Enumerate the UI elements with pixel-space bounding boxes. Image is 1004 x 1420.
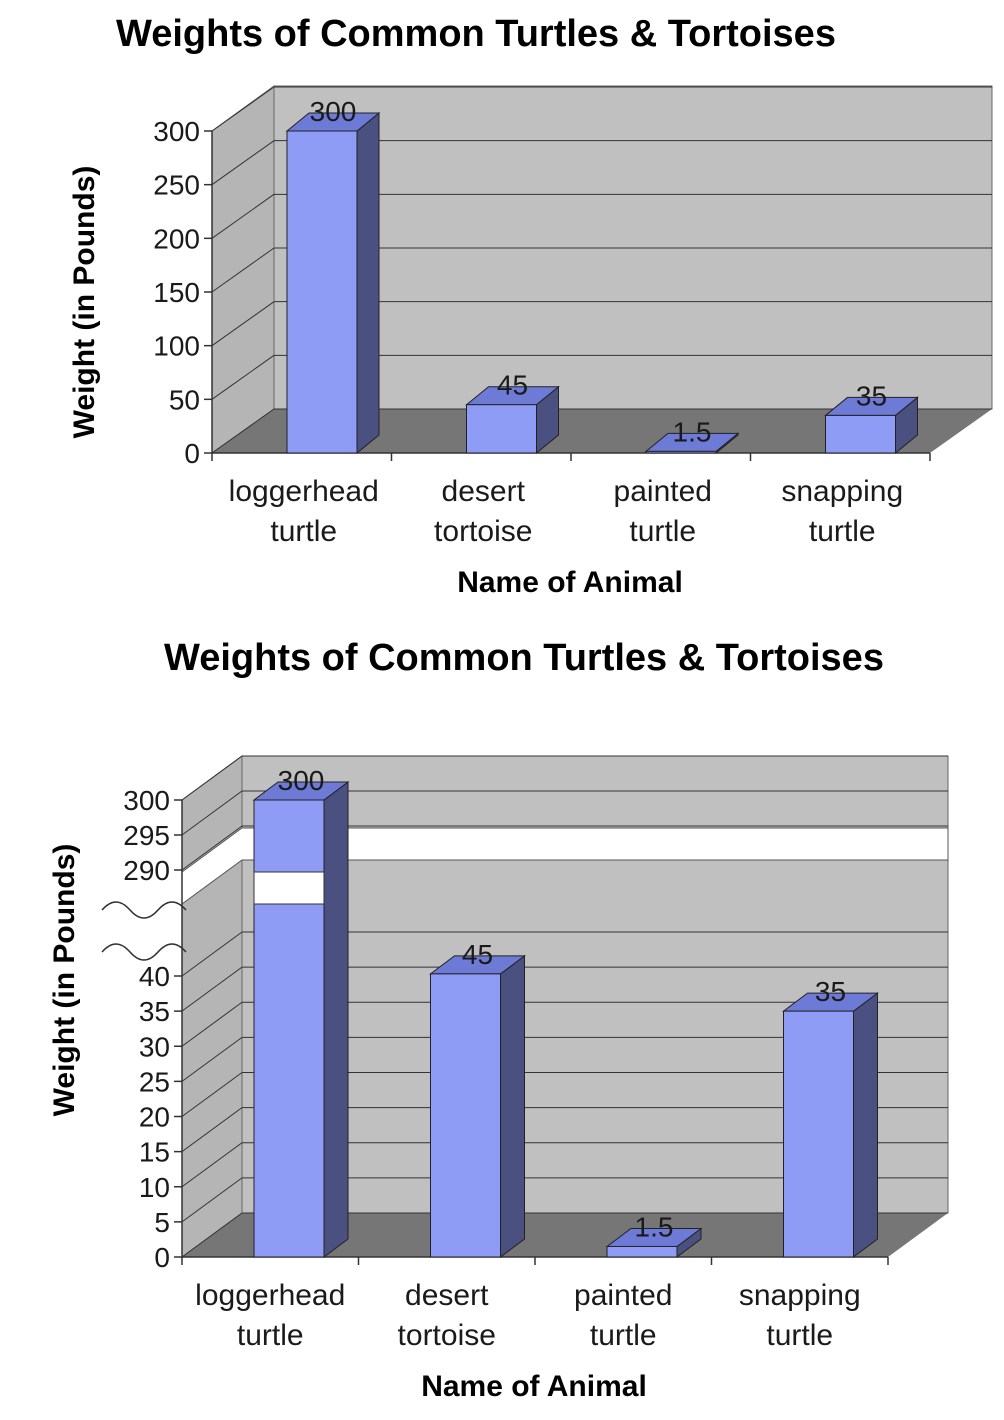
category-label: tortoise xyxy=(434,515,532,548)
category-label: desert xyxy=(405,1279,489,1312)
gridline-side xyxy=(181,966,243,1012)
data-label: 300 xyxy=(278,765,325,796)
bar xyxy=(606,1245,678,1258)
data-label: 35 xyxy=(856,380,887,411)
gridline-side xyxy=(181,1212,243,1258)
bar-side xyxy=(853,992,878,1258)
category-label: painted xyxy=(574,1279,672,1312)
gridline-side xyxy=(211,247,275,293)
bar xyxy=(783,1010,854,1258)
gridline-side xyxy=(181,1107,243,1153)
x-axis-title: Name of Animal xyxy=(457,566,683,599)
bar xyxy=(645,450,717,454)
category-label: desert xyxy=(442,475,526,508)
gridline-side xyxy=(181,1001,243,1047)
gridline-side xyxy=(181,931,243,977)
bar-side xyxy=(500,954,525,1258)
chart-2: 0 5 10 15 20 25 30 35 40 290 295 300 300 loggerhead tu… xyxy=(48,637,949,1403)
y-tick-label: 20 xyxy=(139,1102,170,1133)
floor xyxy=(182,1213,948,1257)
gridline-side xyxy=(211,86,275,132)
y-tick-label: 0 xyxy=(184,438,200,469)
category-label: snapping xyxy=(739,1279,861,1312)
gridline-side xyxy=(181,755,243,801)
bar xyxy=(825,414,896,454)
category-label: turtle xyxy=(629,515,696,548)
y-tick-label: 10 xyxy=(139,1172,170,1203)
y-tick-label: 40 xyxy=(139,961,170,992)
x-axis-title: Name of Animal xyxy=(421,1370,647,1403)
y-tick-label: 250 xyxy=(153,170,200,201)
bar-side xyxy=(323,781,349,1258)
gridline-side xyxy=(211,140,275,186)
category-label: turtle xyxy=(766,1319,833,1352)
data-label: 45 xyxy=(462,939,493,970)
chart-title: Weights of Common Turtles & Tortoises xyxy=(164,637,884,679)
category-label: painted xyxy=(614,475,712,508)
y-tick-label: 0 xyxy=(154,1242,170,1273)
gridline-side xyxy=(181,1036,243,1082)
y-tick-label: 15 xyxy=(139,1137,170,1168)
data-label: 45 xyxy=(497,370,528,401)
axis-break-squiggle xyxy=(101,901,187,919)
y-tick-label: 25 xyxy=(139,1066,170,1097)
y-tick-label: 300 xyxy=(123,785,170,816)
gridline-side xyxy=(211,354,275,400)
category-label: tortoise xyxy=(398,1319,496,1352)
side-wall xyxy=(181,755,243,1258)
data-label: 35 xyxy=(815,976,846,1007)
y-tick-label: 30 xyxy=(139,1031,170,1062)
bar xyxy=(430,973,501,1258)
y-axis-title: Weight (in Pounds) xyxy=(68,166,101,439)
bar xyxy=(253,799,325,1258)
category-label: turtle xyxy=(809,515,876,548)
chart-title: Weights of Common Turtles & Tortoises xyxy=(116,13,836,55)
gridline-side xyxy=(181,1177,243,1223)
y-axis-title: Weight (in Pounds) xyxy=(48,844,81,1117)
bar xyxy=(286,130,358,454)
y-tick-label: 100 xyxy=(153,331,200,362)
category-label: loggerhead xyxy=(229,475,379,508)
gridline-side xyxy=(211,193,275,239)
gridline-side xyxy=(211,301,275,347)
axis-break-squiggle xyxy=(101,943,187,961)
y-tick-label: 200 xyxy=(153,223,200,254)
bar-break xyxy=(253,871,325,905)
category-label: snapping xyxy=(781,475,903,508)
category-label: loggerhead xyxy=(195,1279,345,1312)
y-tick-label: 5 xyxy=(154,1207,170,1238)
y-tick-label: 295 xyxy=(123,820,170,851)
y-tick-label: 35 xyxy=(139,996,170,1027)
gridline-side xyxy=(181,790,243,836)
category-label: turtle xyxy=(270,515,337,548)
category-label: turtle xyxy=(590,1319,657,1352)
data-label: 1.5 xyxy=(673,416,712,447)
bar xyxy=(466,404,537,454)
gridline-side xyxy=(181,825,243,871)
category-label: turtle xyxy=(237,1319,304,1352)
y-tick-label: 290 xyxy=(123,855,170,886)
gridline-side xyxy=(181,1072,243,1117)
y-tick-label: 150 xyxy=(153,277,200,308)
chart-1: 0 50 100 150 200 250 300 300 loggerhead turtle 45 d… xyxy=(68,13,993,599)
floor xyxy=(212,409,992,453)
y-tick-label: 300 xyxy=(153,116,200,147)
gridline-side xyxy=(211,408,275,454)
bar-side xyxy=(356,111,380,455)
data-label: 300 xyxy=(310,96,357,127)
data-label: 1.5 xyxy=(635,1211,674,1242)
gridline-side xyxy=(181,1142,243,1188)
y-tick-label: 50 xyxy=(169,384,200,415)
